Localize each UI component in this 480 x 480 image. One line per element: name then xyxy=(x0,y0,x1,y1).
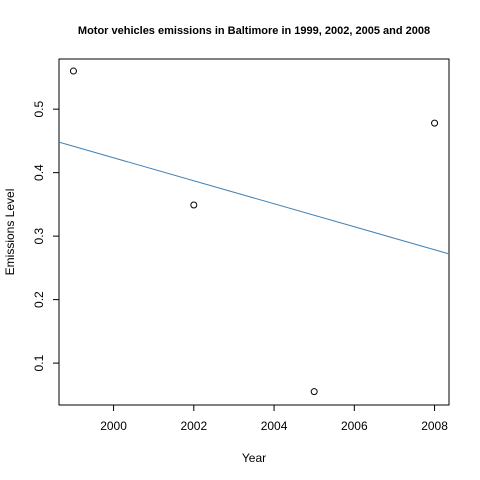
y-tick-label: 0.3 xyxy=(32,227,46,244)
data-point xyxy=(190,201,198,209)
x-tick-label: 2008 xyxy=(421,419,448,433)
x-tick-label: 2006 xyxy=(341,419,368,433)
points-layer xyxy=(69,67,439,396)
plot-frame xyxy=(58,58,450,406)
fit-line-layer xyxy=(58,141,450,255)
x-tick-label: 2004 xyxy=(261,419,288,433)
x-tick-label: 2002 xyxy=(180,419,207,433)
y-axis: 0.1 0.2 0.3 0.4 0.5 xyxy=(32,100,59,371)
trend-line xyxy=(58,141,450,255)
y-tick-label: 0.5 xyxy=(32,100,46,117)
x-tick-label: 2000 xyxy=(100,419,127,433)
data-point xyxy=(310,388,318,396)
x-axis-label: Year xyxy=(242,451,266,465)
data-point xyxy=(431,119,439,127)
y-tick-label: 0.4 xyxy=(32,164,46,181)
y-tick-label: 0.1 xyxy=(32,354,46,371)
chart-title: Motor vehicles emissions in Baltimore in… xyxy=(78,25,430,37)
data-point xyxy=(69,67,77,75)
y-tick-label: 0.2 xyxy=(32,291,46,308)
y-axis-label: Emissions Level xyxy=(3,189,17,276)
x-axis: 2000 2002 2004 2006 2008 xyxy=(100,405,448,433)
